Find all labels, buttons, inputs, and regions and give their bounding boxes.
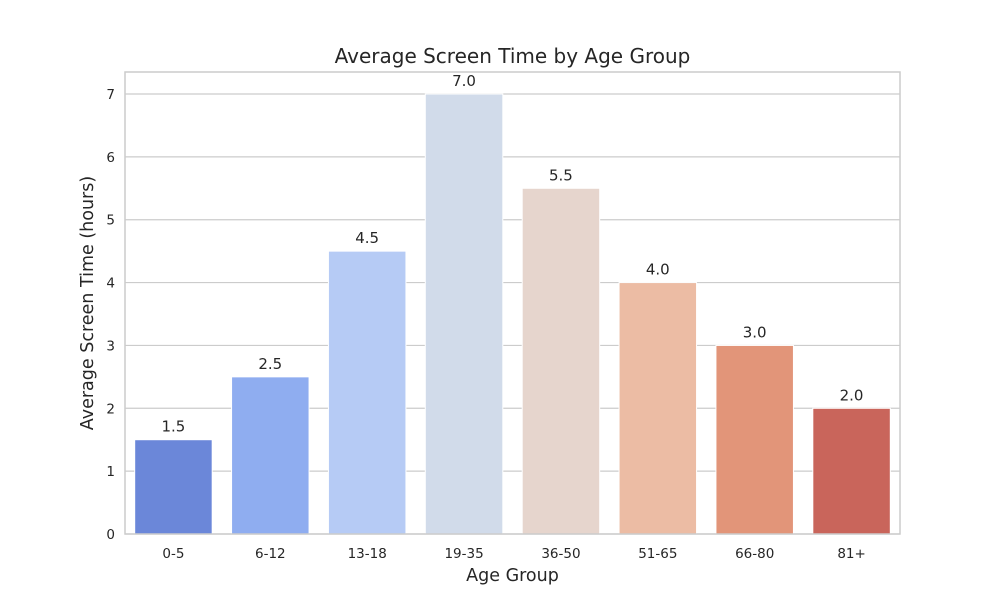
data-label-layer: 1.5 2.5 4.5 7.0 5.5 4.0 3.0 2.0 [162,72,864,436]
x-axis-label: Age Group [466,566,559,586]
data-label: 2.5 [258,355,282,373]
y-tick-label: 0 [106,527,115,543]
data-label: 3.0 [743,323,767,341]
x-tick-label: 19-35 [444,546,483,562]
y-tick-label: 2 [106,401,115,417]
x-tick-label: 81+ [837,546,866,562]
x-tick-label: 13-18 [348,546,387,562]
bar-19-35 [424,93,504,535]
bar-layer [134,93,891,535]
bar-81+ [812,407,891,535]
x-tick-label: 66-80 [735,546,774,562]
bar-51-65 [618,282,698,535]
data-label: 4.5 [355,229,379,247]
x-tick-layer: 0-5 6-12 13-18 19-35 36-50 51-65 66-80 81+ [162,546,865,562]
bar-66-80 [715,344,794,535]
plot-frame [124,71,901,535]
bar-0-5 [134,439,213,535]
x-tick-label: 51-65 [638,546,677,562]
y-tick-label: 1 [106,464,115,480]
chart-title: Average Screen Time by Age Group [335,44,691,68]
y-tick-layer: 0 1 2 3 4 5 6 7 [106,87,115,543]
data-label: 7.0 [452,72,476,90]
x-tick-label: 0-5 [162,546,184,562]
y-axis-label: Average Screen Time (hours) [78,176,98,430]
y-tick-label: 4 [106,276,115,292]
data-label: 2.0 [840,386,864,404]
y-tick-label: 7 [106,87,115,103]
y-tick-label: 3 [106,338,115,354]
bar-13-18 [327,250,407,535]
x-tick-label: 6-12 [255,546,286,562]
bar-6-12 [231,376,310,535]
data-label: 1.5 [162,418,186,436]
bar-36-50 [521,187,601,535]
y-tick-label: 6 [106,150,115,166]
data-label: 5.5 [549,166,573,184]
data-label: 4.0 [646,261,670,279]
x-tick-label: 36-50 [541,546,580,562]
y-tick-label: 5 [106,213,115,229]
